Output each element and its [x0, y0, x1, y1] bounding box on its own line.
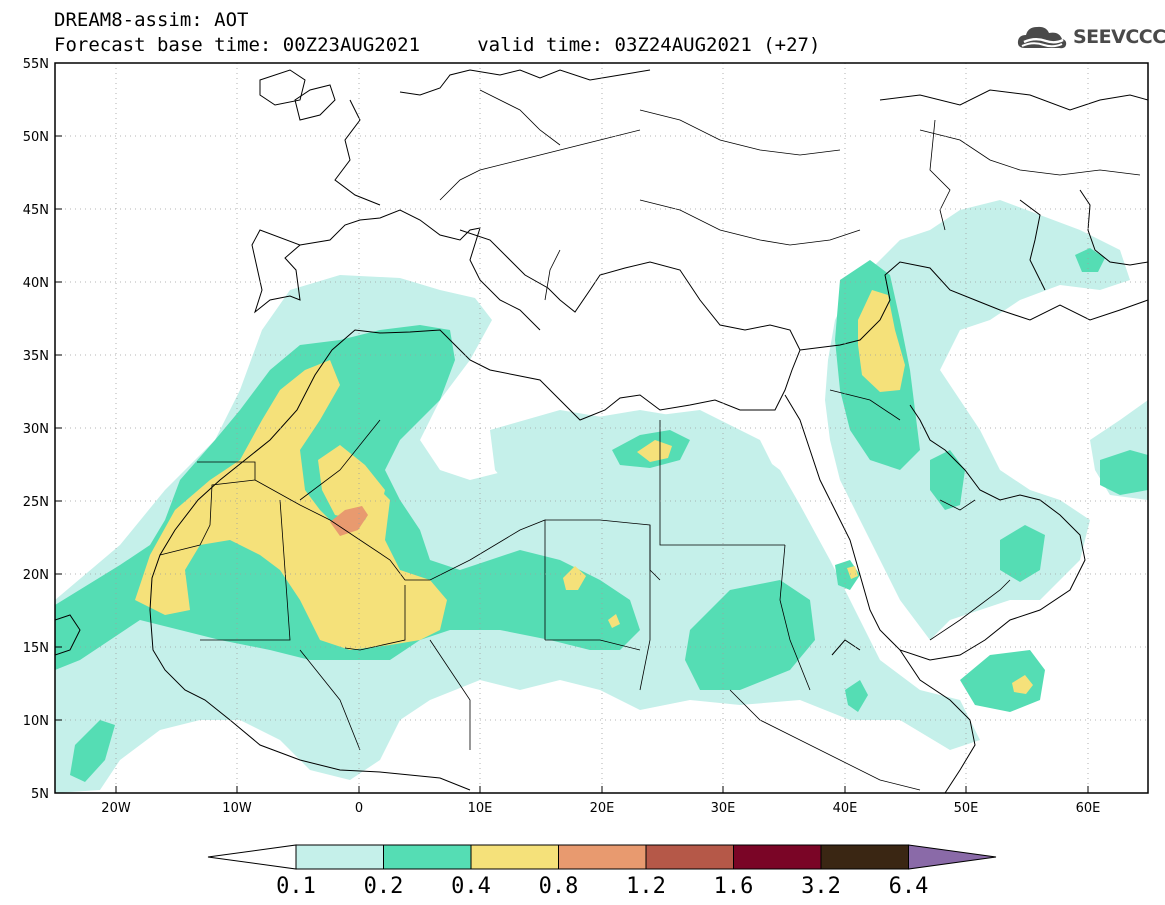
- colorbar: [207, 844, 997, 870]
- colorbar-label: 6.4: [889, 874, 929, 899]
- aot-field: [55, 69, 1148, 793]
- colorbar-label: 0.1: [276, 874, 316, 899]
- lat-label: 55N: [23, 57, 49, 72]
- colorbar-segment: [295, 844, 384, 870]
- colorbar-segment: [207, 844, 297, 870]
- lat-label: 15N: [23, 641, 49, 656]
- lon-label: 50E: [954, 801, 979, 816]
- colorbar-label: 0.4: [451, 874, 491, 899]
- lat-label: 10N: [23, 714, 49, 729]
- lat-label: 45N: [23, 203, 49, 218]
- seevccc-logo: SEEVCCC: [1015, 22, 1165, 52]
- lon-label: 20W: [101, 801, 131, 816]
- lat-label: 50N: [23, 130, 49, 145]
- map-gridlines: [55, 63, 1148, 793]
- colorbar-label: 1.6: [714, 874, 754, 899]
- colorbar-segment: [908, 844, 997, 870]
- lon-label: 10W: [222, 801, 252, 816]
- lon-label: 40E: [833, 801, 858, 816]
- lon-label: 60E: [1076, 801, 1101, 816]
- colorbar-label: 3.2: [801, 874, 841, 899]
- colorbar-segment: [645, 844, 734, 870]
- forecast-time-line: Forecast base time: 00Z23AUG2021 valid t…: [54, 34, 821, 56]
- lat-label: 20N: [23, 568, 49, 583]
- lon-label: 10E: [468, 801, 493, 816]
- lat-label: 40N: [23, 276, 49, 291]
- colorbar-label: 0.8: [539, 874, 579, 899]
- aot-max-region: [330, 506, 368, 536]
- cloud-icon: [1017, 26, 1067, 49]
- colorbar-segment: [733, 844, 822, 870]
- lon-label: 30E: [711, 801, 736, 816]
- lat-label: 25N: [23, 495, 49, 510]
- colorbar-label: 0.2: [364, 874, 404, 899]
- colorbar-segment: [820, 844, 909, 870]
- map-title: DREAM8-assim: AOT: [54, 9, 249, 31]
- colorbar-label: 1.2: [626, 874, 666, 899]
- colorbar-segment: [383, 844, 472, 870]
- lon-label: 0: [355, 801, 363, 816]
- colorbar-segment: [558, 844, 647, 870]
- lat-label: 30N: [23, 422, 49, 437]
- axis-ticks: [55, 62, 1089, 793]
- logo-text: SEEVCCC: [1073, 26, 1165, 48]
- lat-label: 5N: [31, 787, 49, 802]
- colorbar-segment: [470, 844, 559, 870]
- lon-label: 20E: [590, 801, 615, 816]
- lat-label: 35N: [23, 349, 49, 364]
